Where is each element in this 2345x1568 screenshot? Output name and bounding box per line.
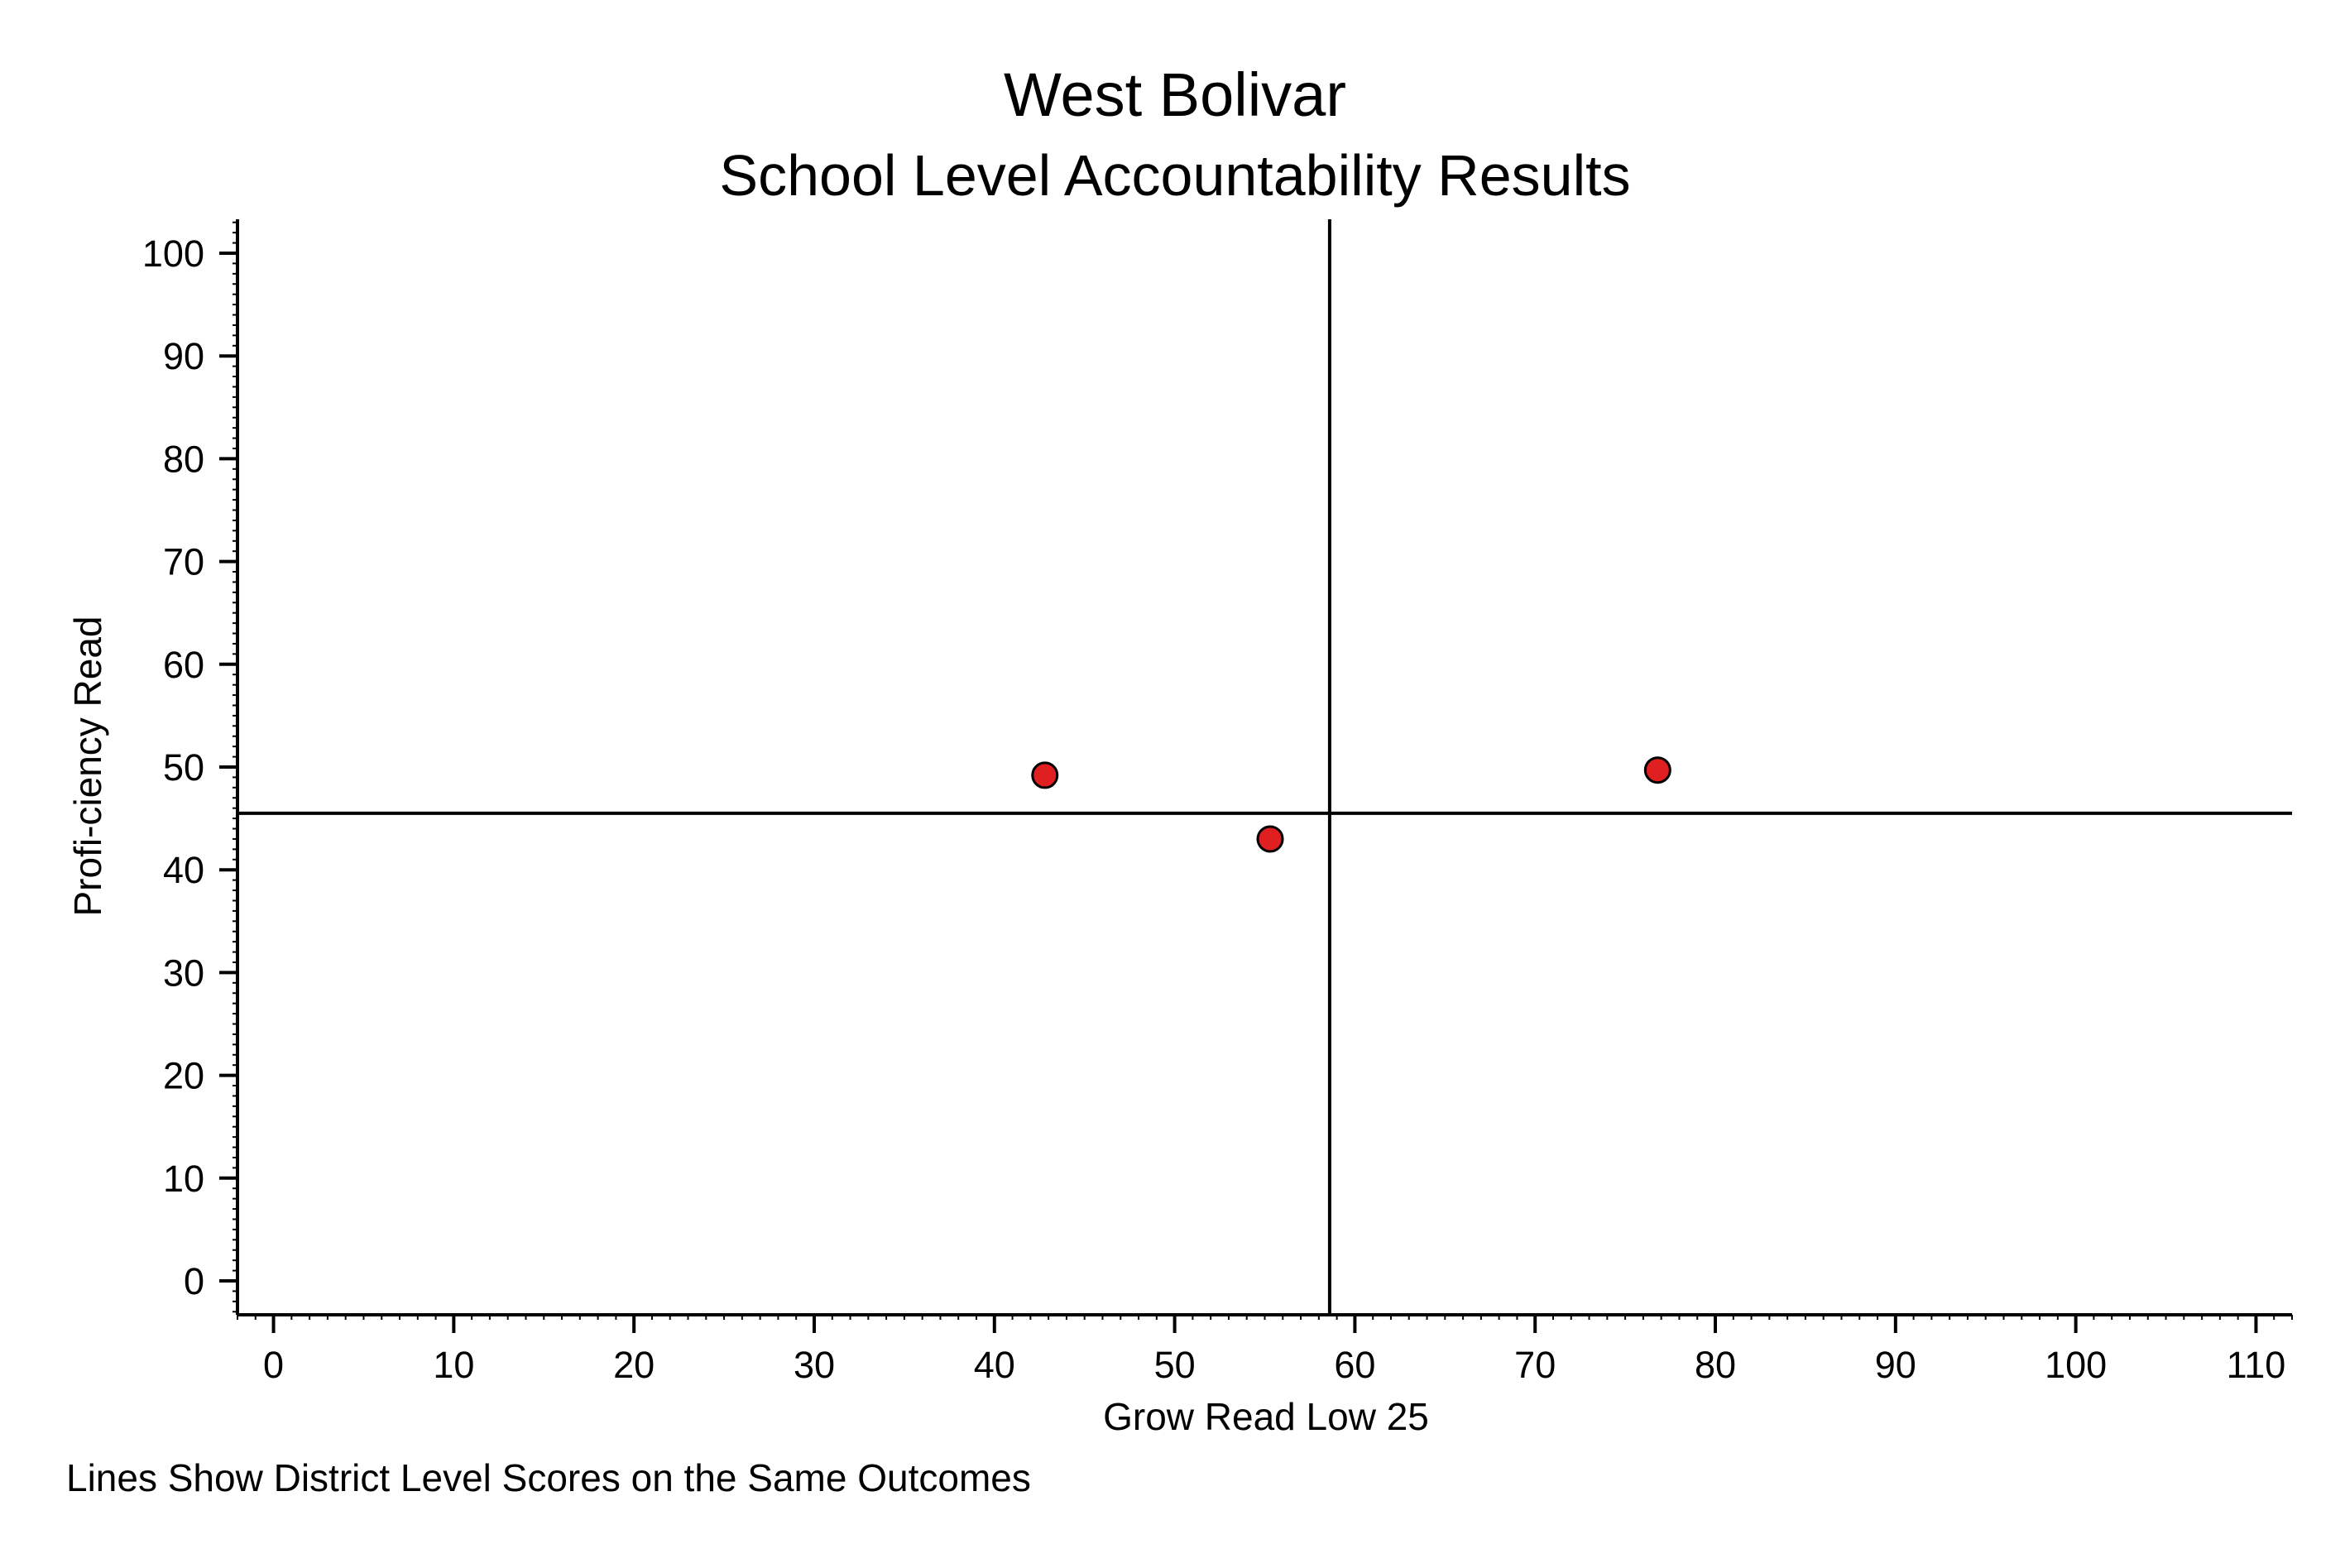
- chart-note: Lines Show District Level Scores on the …: [66, 1456, 1031, 1499]
- y-tick-label: 10: [163, 1158, 204, 1200]
- data-point: [1643, 756, 1671, 784]
- x-tick-label: 90: [1875, 1344, 1916, 1386]
- x-tick-label: 20: [613, 1344, 655, 1386]
- x-axis-title: Grow Read Low 25: [1103, 1395, 1429, 1438]
- x-tick-label: 50: [1154, 1344, 1196, 1386]
- x-tick-label: 60: [1334, 1344, 1375, 1386]
- y-tick-label: 0: [184, 1260, 204, 1302]
- y-tick-label: 60: [163, 644, 204, 686]
- y-tick-label: 40: [163, 849, 204, 891]
- y-axis-title: Profi-ciency Read: [66, 616, 109, 916]
- y-tick-label: 20: [163, 1055, 204, 1097]
- y-tick-label: 50: [163, 746, 204, 789]
- x-tick-label: 0: [263, 1344, 284, 1386]
- x-tick-label: 100: [2045, 1344, 2107, 1386]
- x-tick-label: 10: [433, 1344, 474, 1386]
- data-point: [1031, 761, 1059, 789]
- x-tick-label: 80: [1695, 1344, 1736, 1386]
- y-tick-label: 70: [163, 541, 204, 583]
- x-tick-label: 30: [794, 1344, 835, 1386]
- y-tick-label: 80: [163, 438, 204, 480]
- x-tick-label: 40: [974, 1344, 1015, 1386]
- x-tick-label: 70: [1514, 1344, 1556, 1386]
- y-tick-label: 30: [163, 952, 204, 994]
- chart-subtitle: School Level Accountability Results: [719, 143, 1630, 208]
- data-point: [1256, 825, 1284, 853]
- x-tick-label: 110: [2227, 1344, 2286, 1386]
- y-tick-label: 90: [163, 335, 204, 377]
- y-tick-label: 100: [142, 233, 204, 275]
- plot-area: 0 10 20 30 40 50 60 70 80 90 100 110 0 10 20 30 40 50 60 70…: [142, 219, 2293, 1386]
- chart-title: West Bolivar: [1004, 60, 1346, 129]
